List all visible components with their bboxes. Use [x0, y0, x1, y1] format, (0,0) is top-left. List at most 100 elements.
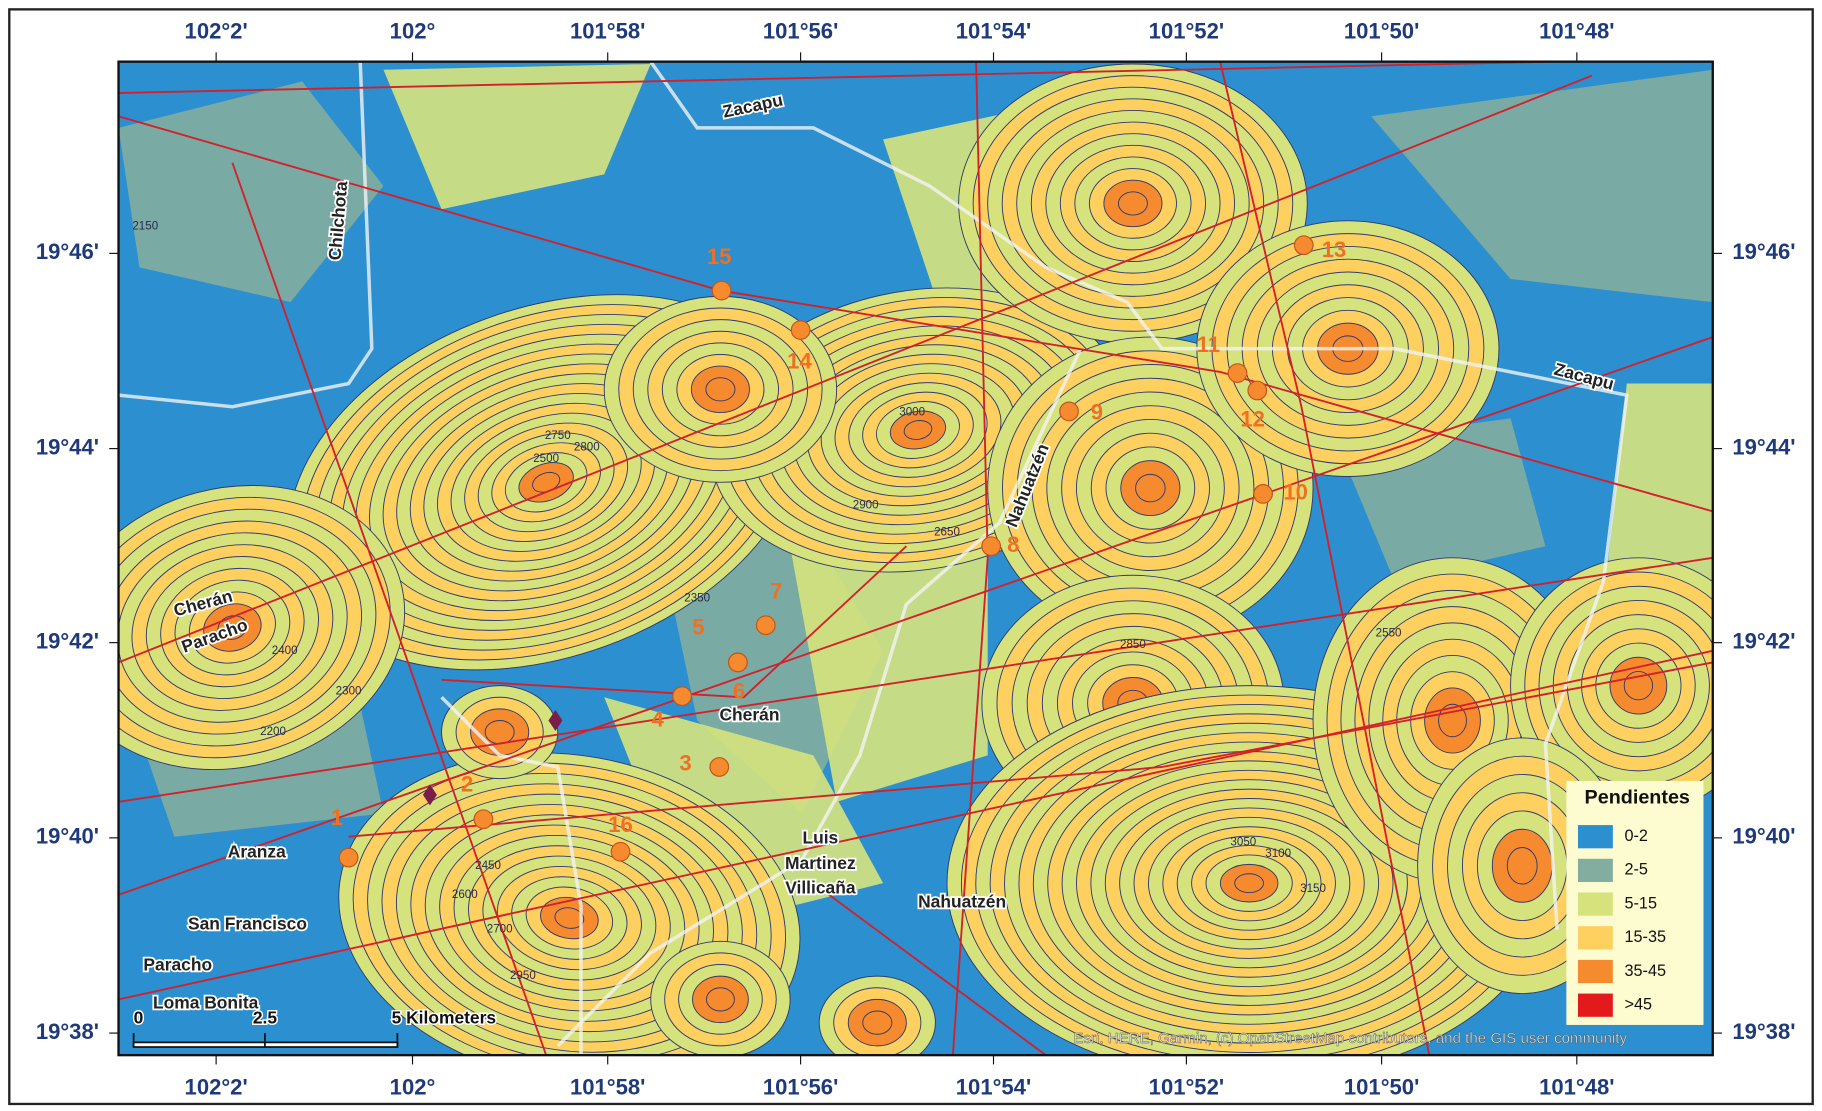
site-marker — [1060, 402, 1079, 421]
site-marker — [339, 848, 358, 867]
contour-label: 2150 — [132, 220, 158, 233]
slope-ring — [706, 378, 735, 401]
site-marker — [756, 616, 775, 635]
latitude-label: 19°40' — [36, 824, 99, 849]
site-label: 5 — [692, 615, 704, 640]
site-label: 7 — [770, 579, 782, 604]
longitude-label: 102°2' — [185, 18, 248, 43]
contour-label: 3150 — [1300, 882, 1326, 895]
latitude-label: 19°38' — [1732, 1019, 1795, 1044]
latitude-label: 19°46' — [36, 239, 99, 264]
contour-label: 2500 — [533, 452, 559, 465]
slope-ring — [1136, 474, 1166, 501]
slope-ring — [485, 721, 514, 744]
longitude-label: 101°54' — [956, 18, 1031, 43]
place-name: Villicaña — [785, 878, 856, 898]
scale-label: 0 — [134, 1008, 144, 1028]
longitude-label: 101°50' — [1344, 1075, 1419, 1100]
contour-label: 2800 — [574, 440, 600, 453]
site-label: 3 — [679, 750, 691, 775]
place-name: Paracho — [143, 954, 212, 974]
longitude-label: 102°2' — [185, 1075, 248, 1100]
site-marker — [1248, 381, 1267, 400]
longitude-label: 101°48' — [1539, 1075, 1614, 1100]
place-name: Nahuatzén — [918, 892, 1006, 912]
slope-ring — [863, 1011, 892, 1034]
site-label: 2 — [461, 771, 473, 796]
place-name: Martinez — [785, 853, 856, 873]
contour-label: 2550 — [1376, 626, 1402, 639]
legend-swatch — [1578, 994, 1613, 1017]
latitude-label: 19°42' — [1732, 628, 1795, 653]
site-marker — [710, 758, 729, 777]
legend-swatch — [1578, 859, 1613, 882]
legend-label: 35-45 — [1624, 962, 1666, 980]
longitude-label: 102° — [390, 18, 436, 43]
site-label: 6 — [733, 678, 745, 703]
latitude-label: 19°46' — [1732, 239, 1795, 264]
site-label: 11 — [1197, 332, 1220, 357]
site-marker — [611, 843, 630, 862]
legend-label: 0-2 — [1624, 827, 1647, 845]
site-marker — [474, 810, 493, 829]
contour-label: 3100 — [1265, 847, 1291, 860]
legend-label: 5-15 — [1624, 894, 1657, 912]
contour-label: 2900 — [853, 499, 879, 512]
contour-label: 2650 — [934, 525, 960, 538]
site-marker — [791, 321, 810, 340]
place-name: Loma Bonita — [153, 993, 259, 1013]
place-name: Cherán — [719, 704, 779, 724]
site-label: 4 — [652, 706, 665, 731]
contour-label: 2750 — [545, 429, 571, 442]
latitude-label: 19°42' — [36, 628, 99, 653]
slope-ring — [1235, 874, 1264, 893]
contour-label: 2600 — [452, 888, 478, 901]
site-marker — [673, 687, 692, 706]
longitude-label: 101°52' — [1149, 18, 1224, 43]
site-label: 15 — [707, 244, 732, 269]
latitude-label: 19°40' — [1732, 824, 1795, 849]
map-figure: 2500275028002900300030503100235023002200… — [0, 0, 1822, 1111]
site-label: 8 — [1007, 532, 1019, 557]
site-label: 10 — [1283, 480, 1308, 505]
latitude-label: 19°38' — [36, 1019, 99, 1044]
latitude-label: 19°44' — [36, 434, 99, 459]
contour-label: 3000 — [899, 406, 925, 419]
legend-swatch — [1578, 926, 1613, 949]
contour-label: 2300 — [336, 685, 362, 698]
legend-swatch — [1578, 825, 1613, 848]
legend-swatch — [1578, 892, 1613, 915]
site-label: 14 — [787, 348, 812, 373]
site-marker — [1294, 236, 1313, 255]
longitude-label: 101°48' — [1539, 18, 1614, 43]
slope-ring — [1118, 192, 1147, 215]
longitude-label: 101°54' — [956, 1075, 1031, 1100]
contour-label: 2350 — [684, 592, 710, 605]
longitude-label: 101°56' — [763, 18, 838, 43]
longitude-label: 101°58' — [570, 18, 645, 43]
attribution: Esri, HERE, Garmin, (c) OpenStreetMap co… — [1073, 1030, 1627, 1047]
site-label: 16 — [608, 812, 633, 837]
site-marker — [982, 537, 1001, 556]
contour-label: 3050 — [1230, 836, 1256, 849]
site-marker — [729, 653, 748, 672]
longitude-label: 101°58' — [570, 1075, 645, 1100]
contour-label: 2850 — [1120, 638, 1146, 651]
longitude-label: 101°56' — [763, 1075, 838, 1100]
longitude-label: 101°52' — [1149, 1075, 1224, 1100]
longitude-label: 101°50' — [1344, 18, 1419, 43]
map-body: 2500275028002900300030503100235023002200… — [28, 58, 1766, 1111]
scale-label: 5 Kilometers — [392, 1008, 496, 1028]
contour-label: 2700 — [487, 923, 513, 936]
site-label: 13 — [1322, 237, 1347, 262]
slope-ring — [706, 988, 734, 1011]
scale-label: 2.5 — [253, 1008, 278, 1028]
site-marker — [712, 281, 731, 300]
site-label: 9 — [1091, 400, 1103, 425]
legend-swatch — [1578, 960, 1613, 983]
longitude-label: 102° — [390, 1075, 436, 1100]
place-name: Luis — [802, 828, 838, 848]
contour-label: 2400 — [272, 644, 298, 657]
site-label: 12 — [1240, 407, 1265, 432]
place-name: Aranza — [228, 842, 286, 862]
